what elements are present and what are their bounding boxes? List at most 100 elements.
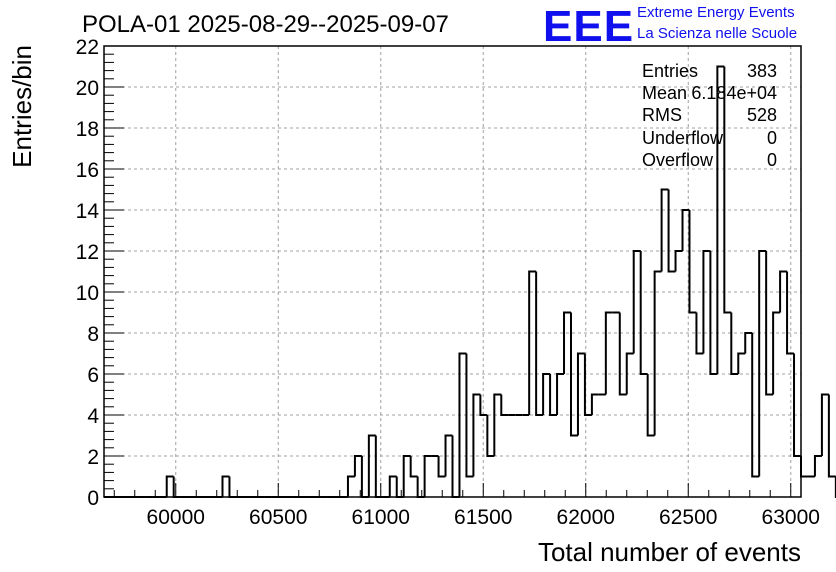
stats-label-entries: Entries (642, 61, 698, 81)
tick-layer (104, 45, 792, 498)
stats-label-underflow: Underflow (642, 128, 724, 148)
histogram-bin (221, 475, 230, 497)
histogram-bin (423, 455, 432, 497)
histogram-bin (758, 250, 767, 477)
histogram-bin (779, 270, 788, 313)
histogram-bin (346, 475, 355, 497)
stats-value-rms: 528 (747, 105, 777, 125)
histogram-bin (695, 312, 704, 355)
histogram-bin (388, 475, 397, 497)
histogram-bin (744, 332, 753, 354)
histogram-bin (639, 251, 648, 375)
histogram-bin (437, 456, 446, 478)
histogram-bin (353, 455, 362, 477)
histogram-bin (563, 311, 571, 374)
histogram-bin (653, 270, 662, 436)
tick-label-layer: 60000 60500 61000 61500 62000 62500 63000 0 2 4 6 8… (76, 36, 820, 529)
y-tick-label: 12 (76, 241, 99, 264)
histogram-bin (751, 333, 760, 478)
histogram-bin (576, 352, 585, 436)
grid-layer (104, 46, 801, 497)
histogram-bin (667, 189, 676, 273)
histogram-bin (395, 476, 404, 498)
histogram-bin (458, 352, 467, 497)
logo-line-1: Extreme Energy Events (637, 4, 795, 21)
histogram-bin (702, 250, 711, 354)
y-tick-label: 22 (76, 36, 99, 59)
eee-logo: EEE Extreme Energy Events La Scienza nel… (543, 2, 797, 51)
stats-value-underflow: 0 (767, 128, 777, 148)
histogram-layer (104, 65, 836, 498)
histogram-bin (416, 476, 425, 498)
logo-mark: EEE (543, 2, 634, 51)
histogram-bin (681, 209, 690, 251)
histogram-bin (583, 353, 592, 416)
histogram-bin (528, 270, 537, 415)
histogram-bin (535, 271, 544, 416)
histogram-bin (360, 456, 369, 498)
y-tick-label: 14 (76, 200, 100, 223)
histogram-bin (465, 353, 474, 478)
histogram-bin (709, 251, 718, 375)
histogram-bin (165, 475, 174, 497)
histogram-bin (472, 393, 481, 477)
histogram-bin (800, 456, 808, 478)
histogram-bin (556, 373, 565, 415)
histogram-bin (402, 455, 411, 497)
x-axis-label: Total number of events (538, 537, 801, 567)
histogram-bin (625, 352, 634, 395)
histogram-bin (367, 434, 376, 497)
histogram-bin (723, 66, 732, 314)
x-tick-label: 61500 (454, 506, 512, 529)
y-tick-label: 2 (87, 446, 99, 469)
x-tick-label: 62000 (557, 506, 615, 529)
histogram-bin (549, 374, 558, 416)
histogram-bin (479, 394, 488, 416)
histogram-bin (646, 374, 655, 437)
chart-title: POLA-01 2025-08-29--2025-09-07 (82, 11, 449, 38)
y-tick-label: 4 (87, 405, 99, 428)
histogram-bin (674, 250, 683, 272)
histogram-bin (793, 353, 801, 457)
y-tick-label: 20 (76, 77, 99, 100)
histogram-bin (786, 271, 795, 355)
logo-line-2: La Scienza nelle Scuole (637, 25, 797, 42)
histogram-bin (765, 251, 774, 396)
histogram-bin (542, 373, 551, 415)
stats-box: Entries 383 Mean 6.184e+04 RMS 528 Under… (642, 61, 777, 170)
histogram-bin (569, 312, 578, 437)
stats-value-mean: 6.184e+04 (691, 83, 777, 103)
histogram-bin (374, 435, 383, 498)
histogram-bin (716, 65, 725, 374)
histogram-bin (772, 311, 781, 395)
histogram-bin (500, 394, 509, 416)
histogram-bin (632, 250, 641, 354)
histogram-bin (688, 210, 697, 314)
histogram-bin (409, 456, 418, 478)
histogram-bin (493, 393, 502, 456)
histogram-bin (172, 476, 181, 498)
plot-frame (103, 45, 802, 498)
y-tick-label: 0 (87, 487, 99, 510)
histogram-bin (813, 455, 822, 477)
x-tick-label: 63000 (762, 506, 820, 529)
histogram-bin (444, 434, 453, 477)
histogram-bin (590, 393, 599, 415)
y-tick-label: 18 (76, 118, 99, 141)
histogram-bin (604, 311, 613, 395)
histogram-bin (820, 393, 829, 456)
y-tick-label: 8 (87, 323, 99, 346)
x-tick-label: 60000 (147, 506, 205, 529)
stats-value-entries: 383 (747, 61, 777, 81)
stats-label-mean: Mean (642, 83, 687, 103)
histogram-bin (730, 312, 739, 375)
stats-label-rms: RMS (642, 105, 682, 125)
histogram-bin (618, 312, 627, 396)
y-axis-label: Entries/bin (7, 45, 37, 168)
y-tick-label: 16 (76, 159, 99, 182)
histogram-bin (451, 435, 460, 498)
x-tick-label: 60500 (249, 506, 307, 529)
histogram-bin (228, 476, 237, 498)
stats-label-overflow-text: Overflow (642, 150, 714, 170)
